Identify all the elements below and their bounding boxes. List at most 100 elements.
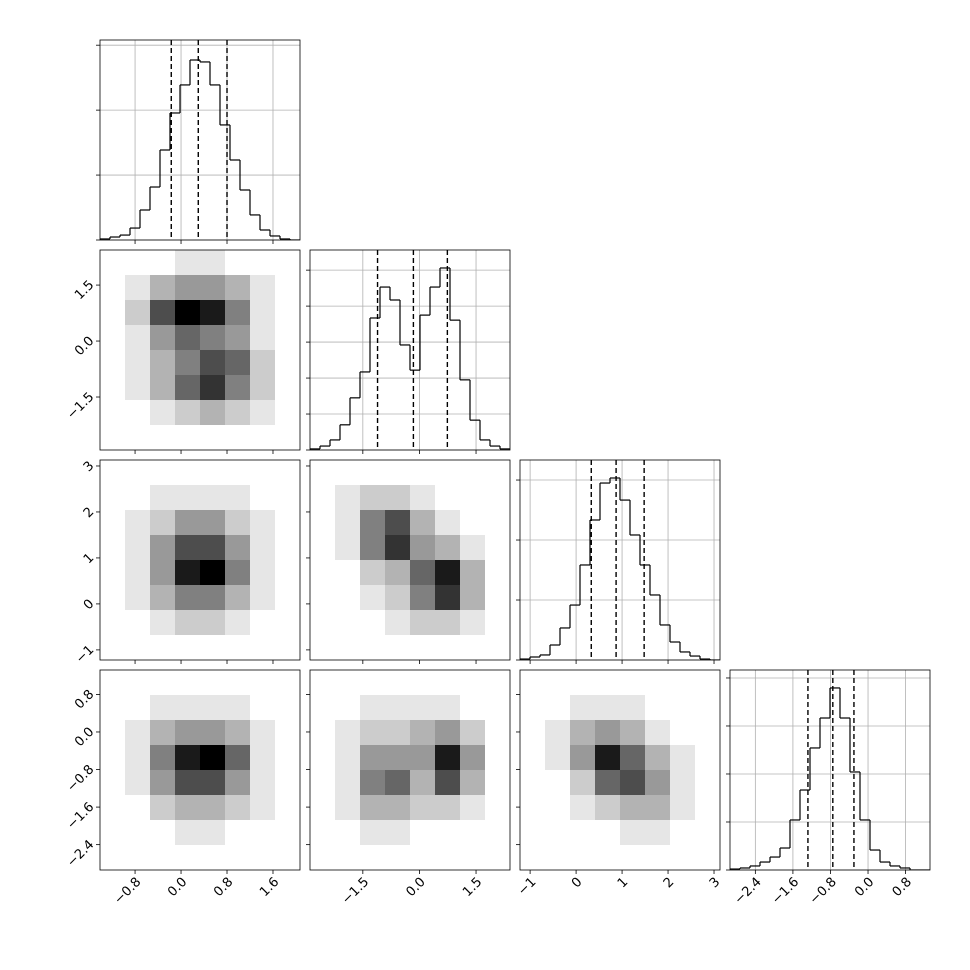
density-cell	[250, 460, 276, 486]
density-cell	[100, 670, 126, 696]
density-cell	[360, 820, 386, 846]
density-cell	[125, 770, 151, 796]
density-cell	[150, 560, 176, 586]
plot-area	[310, 250, 510, 450]
density-cell	[100, 460, 126, 486]
density-cell	[545, 670, 571, 696]
density-cell	[250, 635, 276, 660]
density-cell	[595, 795, 621, 821]
density-cell	[225, 670, 251, 696]
axes-frame	[99, 669, 301, 871]
density-cell	[125, 485, 151, 511]
density-cell	[225, 375, 251, 401]
panel: −1.5 0.0 1.5	[306, 669, 511, 908]
panel: −2.4 −1.6 −0.8 0.0 0.8	[726, 669, 931, 908]
x-tick-label: 1	[615, 875, 631, 891]
density-cell	[250, 720, 276, 746]
density-cell	[310, 460, 336, 486]
density-cell	[275, 460, 300, 486]
density-cell	[620, 845, 646, 870]
density-cell	[435, 670, 461, 696]
density-cell	[125, 350, 151, 376]
density-cell	[200, 670, 226, 696]
density-cell	[645, 670, 671, 696]
density-cell	[385, 560, 411, 586]
density-cell	[175, 400, 201, 426]
density-cell	[545, 770, 571, 796]
density-cell	[250, 820, 276, 846]
density-cell	[670, 720, 696, 746]
density-cell	[225, 720, 251, 746]
density-cell	[410, 745, 436, 771]
density-cell	[150, 460, 176, 486]
density-cell	[520, 720, 546, 746]
density-cell	[125, 275, 151, 301]
density-cell	[150, 400, 176, 426]
density-cell	[200, 695, 226, 721]
density-cell	[385, 460, 411, 486]
density-cell	[225, 610, 251, 636]
density-cell	[125, 635, 151, 660]
density-cell	[125, 695, 151, 721]
density-cell	[275, 670, 300, 696]
density-cell	[485, 510, 510, 536]
density-cell	[360, 720, 386, 746]
density-cell	[435, 770, 461, 796]
density-cell	[645, 745, 671, 771]
y-tick-label: 0.0	[72, 334, 97, 359]
density-cell	[385, 535, 411, 561]
density-cell	[150, 745, 176, 771]
density-cell	[225, 585, 251, 611]
density-cell	[520, 770, 546, 796]
density-cell	[385, 485, 411, 511]
density-cell	[200, 350, 226, 376]
density-cell	[175, 460, 201, 486]
density-cell	[100, 425, 126, 450]
density-cell	[275, 300, 300, 326]
density-cell	[595, 670, 621, 696]
density-cell	[275, 375, 300, 401]
density-cell	[620, 820, 646, 846]
density-cell	[275, 745, 300, 771]
density-cell	[520, 745, 546, 771]
density-cell	[150, 275, 176, 301]
density-cell	[435, 610, 461, 636]
density-cell	[460, 585, 486, 611]
density-cell	[225, 560, 251, 586]
density-cell	[410, 695, 436, 721]
density-cell	[100, 375, 126, 401]
plot-area	[310, 670, 510, 870]
density-cell	[225, 485, 251, 511]
density-cell	[275, 325, 300, 351]
density-cell	[310, 610, 336, 636]
density-cell	[695, 720, 720, 746]
density-cell	[335, 635, 361, 660]
density-cell	[645, 795, 671, 821]
density-cell	[225, 635, 251, 660]
plot-area	[520, 670, 720, 870]
density-cell	[410, 845, 436, 870]
density-cell	[410, 635, 436, 660]
density-cell	[150, 845, 176, 870]
density-cell	[620, 770, 646, 796]
density-cell	[385, 585, 411, 611]
density-cell	[310, 695, 336, 721]
density-cell	[460, 460, 486, 486]
density-cell	[570, 795, 596, 821]
density-cell	[435, 535, 461, 561]
density-cell	[200, 400, 226, 426]
density-cell	[275, 695, 300, 721]
density-cell	[620, 720, 646, 746]
density-cell	[200, 250, 226, 276]
density-cell	[620, 745, 646, 771]
density-cell	[275, 795, 300, 821]
density-cell	[410, 560, 436, 586]
density-cell	[100, 610, 126, 636]
density-cell	[100, 300, 126, 326]
density-cell	[460, 795, 486, 821]
density-cell	[410, 510, 436, 536]
density-cell	[310, 670, 336, 696]
axes-frame	[729, 669, 931, 871]
density-cell	[460, 485, 486, 511]
density-cell	[545, 720, 571, 746]
